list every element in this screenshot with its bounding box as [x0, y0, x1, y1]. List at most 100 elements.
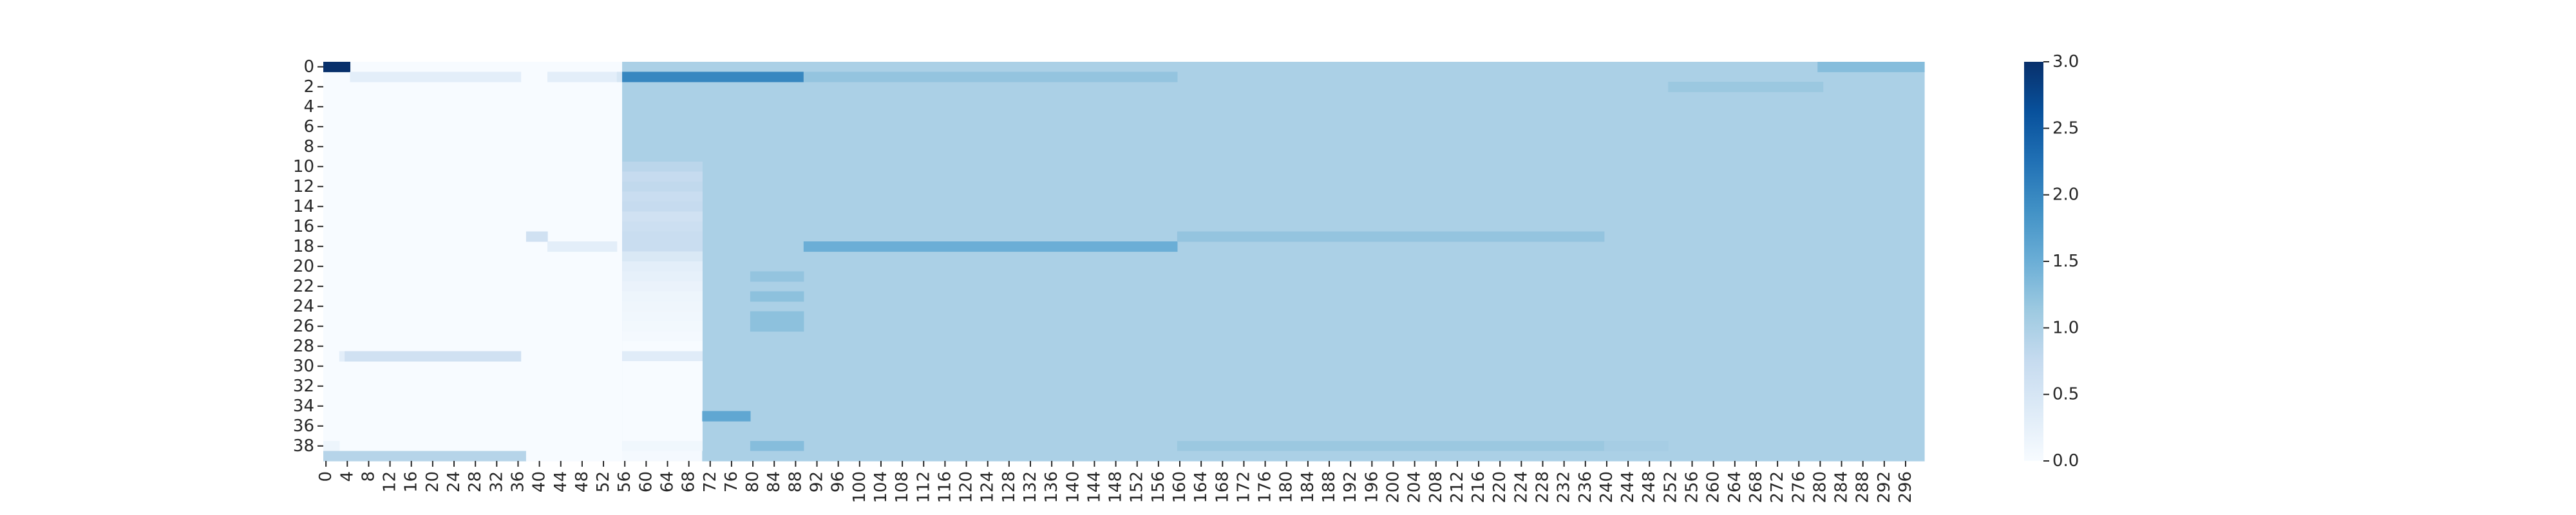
- heatmap-cell-23: [622, 301, 703, 312]
- x-tick-label-176: 176: [1256, 471, 1275, 503]
- y-tick-label-20: 20: [293, 257, 314, 276]
- heatmap-cell-14: [622, 201, 703, 212]
- x-tick-label-204: 204: [1405, 471, 1425, 503]
- heatmap-cell-30: [622, 441, 703, 452]
- colorbar: 0.0 0.5 1.0 1.5 2.0 2.5 3.0: [2024, 52, 2079, 471]
- y-tick-label-10: 10: [293, 157, 314, 176]
- x-tick-label-124: 124: [978, 471, 998, 503]
- x-tick-label-188: 188: [1320, 471, 1339, 503]
- x-tick-label-248: 248: [1640, 471, 1659, 503]
- heatmap-cell-3: [350, 71, 522, 82]
- x-tick-label-240: 240: [1597, 471, 1616, 503]
- heatmap-cell-20: [622, 271, 703, 282]
- y-tick-label-34: 34: [293, 397, 314, 416]
- y-tick-label-32: 32: [293, 377, 314, 396]
- y-tick-label-18: 18: [293, 237, 314, 256]
- x-tick-label-96: 96: [829, 471, 848, 492]
- heatmap-cell-46: [526, 451, 623, 462]
- heatmap-cell-33: [803, 241, 1178, 252]
- x-tick-label-68: 68: [679, 471, 699, 492]
- x-tick-label-180: 180: [1277, 471, 1296, 503]
- heatmap-cell-16: [622, 221, 703, 232]
- colorbar-tick-label-0.5: 0.5: [2052, 385, 2079, 404]
- heatmap-cell-37: [750, 311, 804, 332]
- x-tick-label-160: 160: [1170, 471, 1189, 503]
- heatmap-cell-19: [622, 261, 703, 272]
- x-tick-label-264: 264: [1725, 471, 1745, 503]
- x-tick-label-256: 256: [1683, 471, 1702, 503]
- x-tick-label-276: 276: [1789, 471, 1808, 503]
- x-tick-label-260: 260: [1704, 471, 1723, 503]
- heatmap-cell-22: [622, 291, 703, 302]
- x-tick-label-292: 292: [1875, 471, 1894, 503]
- x-tick-label-208: 208: [1426, 471, 1446, 503]
- x-tick-label-80: 80: [743, 471, 762, 492]
- heatmap-cell-47: [622, 451, 703, 462]
- x-tick-label-60: 60: [636, 471, 656, 492]
- colorbar-tick-label-3.0: 3.0: [2052, 52, 2079, 71]
- x-tick-label-192: 192: [1341, 471, 1360, 503]
- colorbar-gradient: [2024, 62, 2043, 461]
- y-tick-label-24: 24: [293, 297, 314, 316]
- x-tick-label-228: 228: [1533, 471, 1553, 503]
- x-tick-label-24: 24: [444, 471, 464, 492]
- heatmap-cell-8: [1817, 62, 1925, 73]
- heatmap-cell-11: [622, 171, 703, 182]
- x-tick-label-136: 136: [1042, 471, 1061, 503]
- x-tick-label-76: 76: [722, 471, 741, 492]
- heatmap-cell-0: [323, 62, 623, 452]
- x-tick-label-268: 268: [1747, 471, 1766, 503]
- colorbar-tick-label-1.5: 1.5: [2052, 252, 2079, 271]
- heatmap-cell-42: [750, 441, 804, 452]
- x-tick-label-224: 224: [1511, 471, 1531, 503]
- x-tick-label-284: 284: [1832, 471, 1852, 503]
- heatmap-cell-26: [622, 331, 703, 342]
- x-tick-label-48: 48: [573, 471, 592, 492]
- heatmap-cell-40: [702, 411, 751, 422]
- heatmap-cell-17: [622, 231, 703, 252]
- y-tick-label-36: 36: [293, 417, 314, 436]
- y-tick-label-2: 2: [303, 77, 314, 97]
- x-axis-ticks: 0 4 8 12 16 20 24 28 32 36 40 44 48 52 56 60 64 68 72 76 80 8…: [316, 461, 1915, 503]
- x-tick-label-168: 168: [1213, 471, 1232, 503]
- x-tick-label-148: 148: [1106, 471, 1126, 503]
- y-tick-label-8: 8: [303, 137, 314, 156]
- y-tick-label-26: 26: [293, 317, 314, 336]
- heatmap-cell-44: [1604, 441, 1669, 452]
- heatmap-cell-35: [750, 271, 804, 282]
- x-tick-label-152: 152: [1128, 471, 1147, 503]
- x-tick-label-52: 52: [594, 471, 613, 492]
- x-tick-label-252: 252: [1661, 471, 1680, 503]
- heatmap-cell-39: [345, 351, 522, 362]
- x-tick-label-156: 156: [1149, 471, 1168, 503]
- y-tick-label-0: 0: [303, 57, 314, 77]
- colorbar-tick-label-2.5: 2.5: [2052, 118, 2079, 138]
- x-tick-label-12: 12: [381, 471, 400, 492]
- heatmap-cell-21: [622, 281, 703, 292]
- heatmap-cell-36: [750, 291, 804, 302]
- x-tick-label-236: 236: [1576, 471, 1595, 503]
- y-tick-label-38: 38: [293, 436, 314, 456]
- heatmap-cell-6: [622, 71, 804, 82]
- heatmap-cell-24: [622, 311, 703, 322]
- x-tick-label-116: 116: [935, 471, 954, 503]
- heatmap-cell-4: [547, 71, 618, 82]
- x-tick-label-104: 104: [871, 471, 891, 503]
- x-tick-label-172: 172: [1234, 471, 1253, 503]
- x-tick-label-128: 128: [999, 471, 1019, 503]
- heatmap-cell-12: [622, 182, 703, 192]
- heatmap-cell-48: [702, 451, 1925, 462]
- heatmap-cell-2: [323, 62, 351, 73]
- x-tick-label-244: 244: [1618, 471, 1638, 503]
- heatmap-cell-34: [1177, 231, 1605, 242]
- x-tick-label-100: 100: [850, 471, 869, 503]
- heatmap-cell-15: [622, 211, 703, 222]
- x-tick-label-4: 4: [337, 471, 357, 482]
- colorbar-tick-label-2.0: 2.0: [2052, 185, 2079, 205]
- x-tick-label-200: 200: [1383, 471, 1403, 503]
- x-tick-label-32: 32: [487, 471, 506, 492]
- heatmap-cell-1: [622, 62, 1925, 452]
- y-tick-label-6: 6: [303, 117, 314, 136]
